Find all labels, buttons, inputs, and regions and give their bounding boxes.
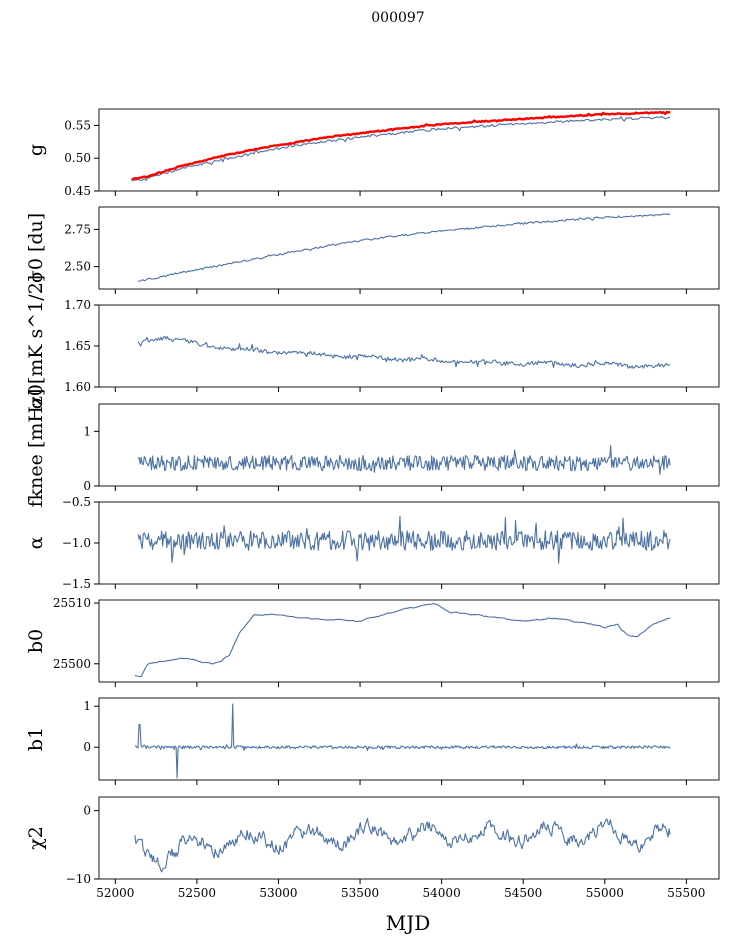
- panel-frame: [98, 108, 720, 192]
- y-tick-label: −1.0: [62, 536, 91, 550]
- y-tick-label: −10: [66, 872, 91, 886]
- y-tick-label: 2.75: [64, 222, 91, 236]
- y-axis-label: σ0 [du]: [25, 213, 47, 283]
- y-tick-label: 0.45: [64, 184, 91, 198]
- panel-frame: [98, 796, 720, 880]
- panel-frame: [98, 599, 720, 683]
- panel-5: 25500 25510 b0: [25, 596, 720, 687]
- y-axis-label: fknee [mHz]: [25, 389, 47, 508]
- x-tick-label: 54500: [504, 886, 542, 900]
- x-tick-label: 53000: [259, 886, 297, 900]
- y-tick-label: 1.70: [64, 298, 91, 312]
- series-line-0: [134, 703, 671, 779]
- series-line-0: [137, 515, 671, 564]
- panel-2: 1.60 1.65 1.70 σ0[mK s^1/2]: [25, 275, 720, 409]
- y-axis-label: b0: [25, 629, 47, 653]
- x-axis-label: MJD: [386, 911, 431, 935]
- y-tick-label: 0.55: [64, 118, 91, 132]
- series-line-0: [138, 213, 671, 282]
- y-axis-label: χ2: [25, 826, 47, 850]
- x-tick-label: 55000: [586, 886, 624, 900]
- figure-title: 000097: [371, 10, 424, 26]
- y-tick-label: 0: [83, 479, 91, 493]
- y-tick-label: 1: [83, 699, 91, 713]
- panel-frame: [98, 697, 720, 781]
- x-tick-label: 53500: [341, 886, 379, 900]
- panel-6: 0 1 b1: [25, 697, 720, 785]
- y-axis-label: σ0[mK s^1/2]: [25, 275, 47, 409]
- y-tick-label: 0: [83, 740, 91, 754]
- panel-4: −1.5 −1.0 −0.5 α: [25, 495, 720, 591]
- series-line-0: [134, 817, 671, 873]
- panels: 0.45 0.50 0.55 g 2.50 2.75 σ0 [du] 1.60 1.65 1.70…: [25, 108, 720, 900]
- series-line-1: [131, 110, 671, 181]
- y-tick-label: 0.50: [64, 151, 91, 165]
- panel-frame: [98, 403, 720, 487]
- y-tick-label: 2.50: [64, 260, 91, 274]
- panel-3: 0 1 fknee [mHz]: [25, 389, 720, 508]
- panel-frame: [98, 304, 720, 388]
- y-tick-label: 25500: [53, 657, 91, 671]
- x-tick-label: 52500: [178, 886, 216, 900]
- series-line-0: [137, 335, 671, 369]
- x-tick-label: 52000: [96, 886, 134, 900]
- panel-frame: [98, 501, 720, 585]
- y-tick-label: 1.60: [64, 380, 91, 394]
- y-tick-label: 1: [83, 424, 91, 438]
- panel-7: 52000 52500 53000 53500 54000 54500 55000 55500…: [25, 796, 720, 900]
- y-tick-label: −0.5: [62, 495, 91, 509]
- y-tick-label: 0: [83, 804, 91, 818]
- y-axis-label: α: [25, 536, 47, 549]
- panel-0: 0.45 0.50 0.55 g: [25, 108, 720, 198]
- series-line-0: [134, 603, 671, 678]
- panel-1: 2.50 2.75 σ0 [du]: [25, 206, 720, 294]
- y-axis-label: b1: [25, 727, 47, 751]
- series-line-0: [137, 445, 671, 475]
- panel-frame: [98, 206, 720, 290]
- y-tick-label: 25510: [53, 596, 91, 610]
- series-line-0: [131, 116, 671, 182]
- y-tick-label: −1.5: [62, 577, 91, 591]
- y-tick-label: 1.65: [64, 339, 91, 353]
- x-tick-label: 55500: [667, 886, 705, 900]
- y-axis-label: g: [25, 144, 47, 156]
- x-tick-label: 54000: [423, 886, 461, 900]
